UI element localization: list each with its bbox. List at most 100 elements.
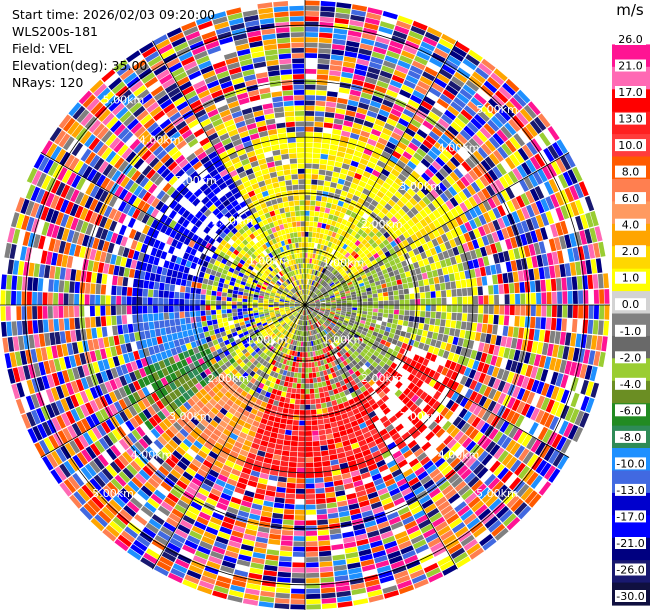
gate-cell bbox=[346, 335, 352, 341]
gate-cell bbox=[315, 482, 325, 489]
gate-cell bbox=[445, 84, 459, 96]
gate-cell bbox=[360, 175, 369, 183]
gate-cell bbox=[319, 272, 323, 278]
gate-cell bbox=[423, 394, 433, 404]
gate-cell bbox=[403, 288, 409, 295]
gate-cell bbox=[324, 321, 330, 326]
gate-cell bbox=[300, 341, 304, 347]
gate-cell bbox=[390, 362, 398, 370]
gate-cell bbox=[472, 166, 483, 178]
gate-cell bbox=[459, 213, 469, 224]
gate-cell bbox=[342, 283, 348, 288]
gate-cell bbox=[321, 196, 328, 202]
gate-cell bbox=[419, 391, 428, 401]
gate-cell bbox=[331, 543, 344, 551]
gate-cell bbox=[305, 420, 312, 426]
gate-cell bbox=[296, 357, 300, 362]
gate-cell bbox=[550, 278, 557, 291]
gate-cell bbox=[478, 295, 484, 305]
gate-cell bbox=[468, 369, 477, 379]
gate-cell bbox=[321, 587, 336, 594]
gate-cell bbox=[569, 408, 580, 424]
gate-cell bbox=[340, 334, 346, 340]
gate-cell bbox=[421, 272, 428, 280]
gate-cell bbox=[388, 248, 396, 255]
gate-cell bbox=[320, 376, 326, 382]
gate-cell bbox=[352, 79, 364, 87]
gate-cell bbox=[305, 137, 314, 143]
gate-cell bbox=[492, 253, 500, 264]
gate-cell bbox=[315, 307, 320, 309]
gate-cell bbox=[362, 311, 368, 315]
gate-cell bbox=[502, 215, 511, 227]
gate-cell bbox=[294, 509, 305, 515]
gate-cell bbox=[590, 210, 599, 227]
gate-cell bbox=[472, 360, 480, 371]
gate-cell bbox=[328, 390, 335, 396]
gate-cell bbox=[315, 232, 320, 239]
gate-cell bbox=[519, 316, 525, 328]
gate-cell bbox=[470, 249, 477, 260]
gate-cell bbox=[311, 242, 315, 248]
gate-cell bbox=[441, 178, 452, 189]
gate-cell bbox=[407, 228, 415, 236]
velocity-sectors bbox=[0, 0, 610, 610]
gate-cell bbox=[379, 199, 387, 207]
gate-cell bbox=[530, 366, 539, 379]
gate-cell bbox=[387, 348, 394, 355]
gate-cell bbox=[436, 297, 442, 305]
gate-cell bbox=[388, 309, 394, 314]
gate-cell bbox=[356, 58, 370, 66]
gate-cell bbox=[358, 102, 369, 110]
gate-cell bbox=[445, 369, 454, 379]
gate-cell bbox=[515, 235, 523, 247]
gate-cell bbox=[384, 203, 393, 211]
gate-cell bbox=[305, 231, 309, 237]
gate-cell bbox=[580, 379, 589, 395]
gate-cell bbox=[580, 214, 589, 229]
gate-cell bbox=[521, 258, 528, 270]
gate-cell bbox=[561, 277, 567, 291]
gate-cell bbox=[310, 399, 316, 405]
gate-cell bbox=[416, 273, 423, 281]
gate-cell bbox=[544, 330, 551, 343]
gate-cell bbox=[332, 286, 338, 291]
gate-cell bbox=[327, 438, 335, 445]
gate-cell bbox=[513, 93, 527, 107]
gate-cell bbox=[519, 417, 530, 430]
gate-cell bbox=[360, 130, 371, 138]
gate-cell bbox=[514, 462, 526, 476]
gate-cell bbox=[391, 74, 405, 84]
gate-cell bbox=[514, 316, 520, 327]
gate-cell bbox=[298, 436, 305, 442]
gate-cell bbox=[378, 360, 386, 368]
gate-cell bbox=[305, 174, 312, 179]
gate-cell bbox=[461, 437, 473, 449]
gate-cell bbox=[298, 441, 305, 447]
gate-cell bbox=[273, 422, 280, 428]
gate-cell bbox=[350, 14, 365, 22]
gate-cell bbox=[305, 295, 307, 300]
gate-cell bbox=[285, 429, 292, 436]
gate-cell bbox=[548, 468, 561, 483]
gate-cell bbox=[456, 133, 468, 145]
gate-cell bbox=[369, 348, 376, 354]
gate-cell bbox=[336, 305, 342, 307]
gate-cell bbox=[554, 264, 561, 278]
gate-cell bbox=[505, 186, 515, 200]
gate-cell bbox=[373, 276, 380, 282]
gate-cell bbox=[420, 305, 426, 311]
gate-cell bbox=[368, 338, 375, 344]
gate-cell bbox=[524, 490, 538, 505]
gate-cell bbox=[381, 268, 388, 275]
gate-cell bbox=[328, 75, 341, 82]
gate-cell bbox=[442, 164, 453, 175]
gate-cell bbox=[382, 215, 390, 223]
gate-cell bbox=[480, 106, 494, 119]
gate-cell bbox=[361, 274, 367, 280]
gate-cell bbox=[327, 512, 339, 519]
gate-cell bbox=[484, 102, 498, 115]
gate-cell bbox=[557, 305, 563, 318]
gate-cell bbox=[283, 402, 290, 409]
gate-cell bbox=[456, 92, 470, 105]
